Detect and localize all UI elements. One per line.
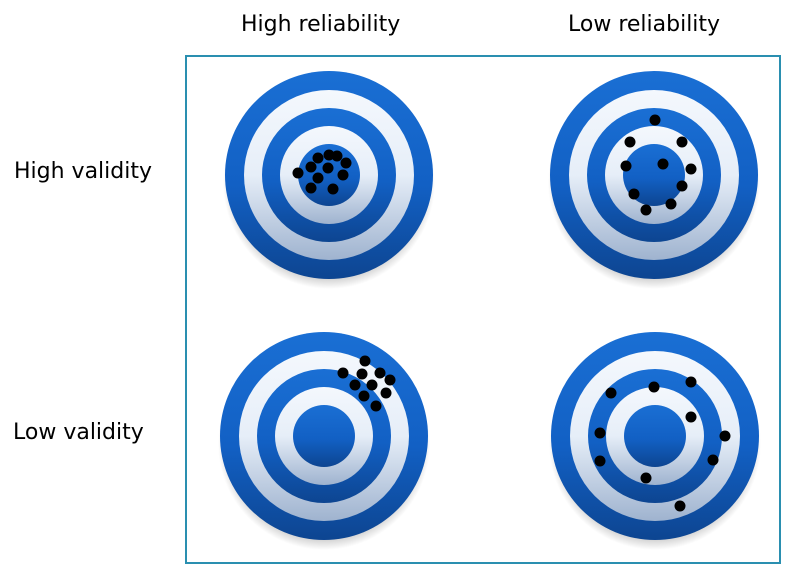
hit-dot xyxy=(674,500,686,512)
bullseye xyxy=(624,405,686,467)
hit-dot xyxy=(359,355,371,367)
hit-dot xyxy=(620,160,632,172)
hit-dot xyxy=(685,163,697,175)
hit-dot xyxy=(380,387,392,399)
target-high-reliability-low-validity xyxy=(218,332,430,550)
hit-dot xyxy=(370,400,382,412)
hit-dot xyxy=(719,430,731,442)
hit-dot xyxy=(657,158,669,170)
row-label-low-validity: Low validity xyxy=(13,420,144,445)
target-low-reliability-low-validity xyxy=(549,332,761,550)
bullseye xyxy=(623,144,685,206)
hit-dot xyxy=(312,172,324,184)
hit-dot xyxy=(676,180,688,192)
hit-dot xyxy=(323,149,335,161)
hit-dot xyxy=(292,167,304,179)
hit-dot xyxy=(322,162,334,174)
hit-dot xyxy=(640,472,652,484)
hit-dot xyxy=(349,379,361,391)
hit-dot xyxy=(327,183,339,195)
hit-dot xyxy=(640,204,652,216)
hit-dot xyxy=(685,411,697,423)
hit-dot xyxy=(366,379,378,391)
bullseye xyxy=(293,405,355,467)
hit-dot xyxy=(624,136,636,148)
hit-dot xyxy=(665,198,677,210)
hit-dot xyxy=(312,152,324,164)
row-label-high-validity: High validity xyxy=(14,159,153,184)
target-low-reliability-high-validity xyxy=(548,71,760,289)
column-label-low-reliability: Low reliability xyxy=(568,12,721,37)
hit-dot xyxy=(676,136,688,148)
hit-dot xyxy=(594,455,606,467)
quadrant-frame xyxy=(185,55,781,564)
hit-dot xyxy=(648,381,660,393)
hit-dot xyxy=(331,150,343,162)
hit-dot xyxy=(374,367,386,379)
hit-dot xyxy=(305,161,317,173)
target-high-reliability-high-validity xyxy=(223,71,435,289)
hit-dot xyxy=(358,390,370,402)
hit-dot xyxy=(594,427,606,439)
hit-dot xyxy=(356,368,368,380)
hit-dot xyxy=(628,188,640,200)
hit-dot xyxy=(340,157,352,169)
hit-dot xyxy=(384,374,396,386)
hit-dot xyxy=(337,169,349,181)
hit-dot xyxy=(707,454,719,466)
column-label-high-reliability: High reliability xyxy=(241,12,401,37)
hit-dot xyxy=(649,114,661,126)
hit-dot xyxy=(305,182,317,194)
hit-dot xyxy=(605,387,617,399)
hit-dot xyxy=(337,367,349,379)
hit-dot xyxy=(685,376,697,388)
